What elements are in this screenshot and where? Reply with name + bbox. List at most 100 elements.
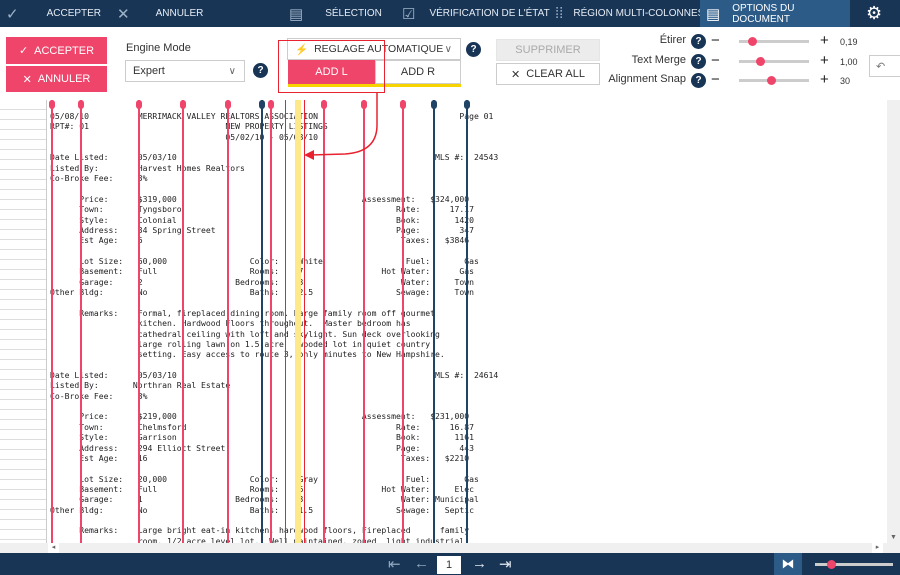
tab-verification[interactable]: ☑ VÉRIFICATION DE L'ÉTAT	[402, 0, 550, 27]
stretch-plus-button[interactable]: +	[820, 32, 829, 49]
column-handle-icon[interactable]	[268, 100, 274, 109]
stretch-value: 0,19	[840, 37, 858, 47]
scroll-left-icon[interactable]: ◂	[48, 543, 59, 553]
column-handle-icon[interactable]	[361, 100, 367, 109]
fit-width-icon[interactable]: ⧓	[774, 553, 802, 575]
vertical-scrollbar[interactable]: ▼	[887, 100, 900, 543]
engine-mode-select[interactable]: Expert ∨	[125, 60, 245, 82]
new-column-guide[interactable]	[295, 100, 301, 543]
horizontal-scrollbar[interactable]: ◂ ▸	[0, 543, 900, 553]
document-text: 05/08/10 MERRIMACK VALLEY REALTORS ASSOC…	[50, 111, 499, 543]
column-guide[interactable]	[49, 100, 55, 543]
text-merge-minus-button[interactable]: −	[711, 52, 720, 69]
column-guide[interactable]	[225, 100, 231, 543]
options-toolbar: ✓ ACCEPTER ✕ ANNULER Engine Mode Expert ∨ ?…	[0, 27, 900, 100]
alignment-snap-label: Alignment Snap	[608, 73, 686, 85]
column-handle-icon[interactable]	[49, 100, 55, 109]
column-handle-icon[interactable]	[180, 100, 186, 109]
text-merge-slider[interactable]	[739, 57, 809, 66]
alignment-snap-minus-button[interactable]: −	[711, 71, 720, 88]
arrow-path	[309, 92, 378, 156]
column-handle-icon[interactable]	[464, 100, 470, 109]
zoom-slider-knob[interactable]	[827, 560, 836, 569]
alignment-snap-help-icon[interactable]: ?	[691, 73, 706, 88]
auto-adjust-help-icon[interactable]: ?	[466, 42, 481, 57]
first-page-icon[interactable]: ⇤	[388, 556, 401, 573]
top-navigation-bar: ✓ ACCEPTER ✕ ANNULER ▤ SÉLECTION ☑ VÉRIFICAT…	[0, 0, 900, 27]
topbar-cancel-button[interactable]: ✕ ANNULER	[117, 0, 203, 27]
delete-button[interactable]: SUPPRIMER	[496, 39, 600, 61]
document-view[interactable]: 05/08/10 MERRIMACK VALLEY REALTORS ASSOC…	[47, 100, 887, 543]
slider-knob[interactable]	[756, 57, 765, 66]
column-guide[interactable]	[78, 100, 84, 543]
text-merge-label: Text Merge	[631, 54, 686, 66]
undo-icon: ↶	[876, 60, 886, 73]
text-merge-plus-button[interactable]: +	[820, 52, 829, 69]
engine-mode-label: Engine Mode	[126, 42, 191, 54]
column-guide[interactable]	[180, 100, 186, 543]
clear-all-label: CLEAR ALL	[526, 68, 585, 80]
auto-adjust-label: REGLAGE AUTOMATIQUE	[314, 43, 444, 55]
column-guide[interactable]	[464, 100, 470, 543]
column-handle-icon[interactable]	[431, 100, 437, 109]
alignment-snap-slider[interactable]	[739, 76, 809, 85]
chevron-down-icon: ∨	[444, 43, 452, 55]
checkmark-icon: ✓	[18, 45, 29, 57]
column-handle-icon[interactable]	[321, 100, 327, 109]
cancel-label: ANNULER	[37, 73, 91, 85]
tab-document-options-label: OPTIONS DU DOCUMENT	[732, 2, 795, 25]
topbar-accept-button[interactable]: ✓ ACCEPTER	[6, 0, 101, 27]
document-settings-icon: ▤	[706, 5, 721, 23]
slider-knob[interactable]	[766, 76, 776, 85]
topbar-accept-label: ACCEPTER	[46, 8, 102, 19]
text-merge-help-icon[interactable]: ?	[691, 54, 706, 69]
accept-label: ACCEPTER	[34, 44, 95, 57]
column-handle-icon[interactable]	[136, 100, 142, 109]
cancel-button[interactable]: ✕ ANNULER	[6, 66, 107, 92]
undo-button[interactable]: ↶	[869, 55, 900, 77]
tab-document-options[interactable]: ▤ OPTIONS DU DOCUMENT	[700, 0, 850, 27]
column-handle-icon[interactable]	[259, 100, 265, 109]
column-guide[interactable]	[259, 100, 265, 543]
page-number-input[interactable]: 1	[437, 556, 461, 574]
stretch-label: Étirer	[659, 34, 686, 46]
column-handle-icon[interactable]	[400, 100, 406, 109]
previous-page-icon[interactable]: ←	[414, 555, 429, 572]
annotation-highlight-box	[278, 40, 385, 93]
zoom-slider[interactable]	[815, 560, 893, 569]
next-page-icon[interactable]: →	[472, 555, 487, 572]
column-guide[interactable]	[321, 100, 327, 543]
columns-icon: ⁞⁞	[555, 5, 564, 22]
stretch-minus-button[interactable]: −	[711, 32, 720, 49]
auto-adjust-select[interactable]: ⚡ REGLAGE AUTOMATIQUE ∨	[287, 38, 461, 60]
magic-wand-icon: ⚡	[295, 43, 309, 56]
chevron-down-icon: ∨	[228, 65, 236, 77]
column-handle-icon[interactable]	[78, 100, 84, 109]
close-icon: ✕	[22, 73, 32, 86]
accept-button[interactable]: ✓ ACCEPTER	[6, 37, 107, 64]
add-left-button[interactable]: ADD L	[288, 60, 375, 84]
arrow-head-icon	[304, 150, 314, 160]
column-handle-icon[interactable]	[225, 100, 231, 109]
stretch-help-icon[interactable]: ?	[691, 34, 706, 49]
last-page-icon[interactable]: ⇥	[499, 556, 512, 573]
column-guide[interactable]	[431, 100, 437, 543]
add-right-button[interactable]: ADD R	[375, 60, 461, 84]
engine-mode-help-icon[interactable]: ?	[253, 63, 268, 78]
tab-verification-label: VÉRIFICATION DE L'ÉTAT	[429, 8, 550, 19]
clear-all-button[interactable]: ✕ CLEAR ALL	[496, 63, 600, 85]
active-underline	[288, 84, 461, 87]
tab-multi-column[interactable]: ⁞⁞ RÉGION MULTI-COLONNES	[555, 0, 704, 27]
column-guide[interactable]	[136, 100, 142, 543]
slider-knob[interactable]	[748, 37, 758, 46]
tab-selection[interactable]: ▤ SÉLECTION	[289, 0, 382, 27]
column-guide[interactable]	[400, 100, 406, 543]
column-guide[interactable]	[361, 100, 367, 543]
column-guide[interactable]	[268, 100, 274, 543]
alignment-snap-value: 30	[840, 76, 851, 86]
alignment-snap-plus-button[interactable]: +	[820, 71, 829, 88]
stretch-slider[interactable]	[739, 37, 809, 46]
scroll-right-icon[interactable]: ▸	[872, 543, 883, 553]
settings-gear-icon[interactable]: ⚙	[866, 3, 883, 23]
